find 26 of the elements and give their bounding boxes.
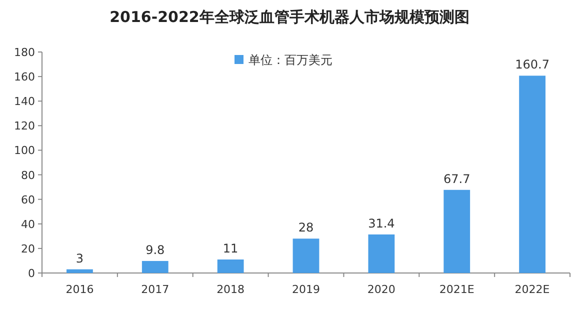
xtick: 2016 (66, 283, 94, 296)
ytick: 120 (14, 120, 35, 133)
data-label: 9.8 (146, 242, 165, 257)
xtick: 2022E (514, 283, 550, 296)
legend: 单位：百万美元 (248, 53, 332, 67)
ytick: 100 (14, 144, 35, 158)
ytick: 60 (21, 193, 35, 206)
ytick: 20 (21, 242, 35, 256)
xtick: 2017 (141, 283, 170, 296)
data-label: 11 (222, 242, 238, 256)
data-label: 3 (76, 251, 84, 266)
data-label: 67.7 (444, 172, 470, 186)
data-label: 160.7 (515, 58, 550, 72)
ytick: 140 (14, 95, 35, 108)
data-label: 28 (298, 220, 314, 235)
xtick: 2019 (292, 283, 320, 296)
xtick: 2018 (216, 283, 245, 296)
title: 2016-2022年全球泛血管手术机器人市场规模预测图 (110, 8, 470, 26)
ytick: 0 (28, 267, 35, 280)
xtick: 2021E (439, 283, 474, 296)
ytick: 40 (21, 218, 35, 231)
data-label: 31.4 (368, 216, 395, 230)
xtick: 2020 (367, 283, 396, 296)
ytick: 180 (14, 46, 35, 59)
ytick: 80 (21, 168, 35, 182)
ytick: 160 (14, 70, 35, 84)
